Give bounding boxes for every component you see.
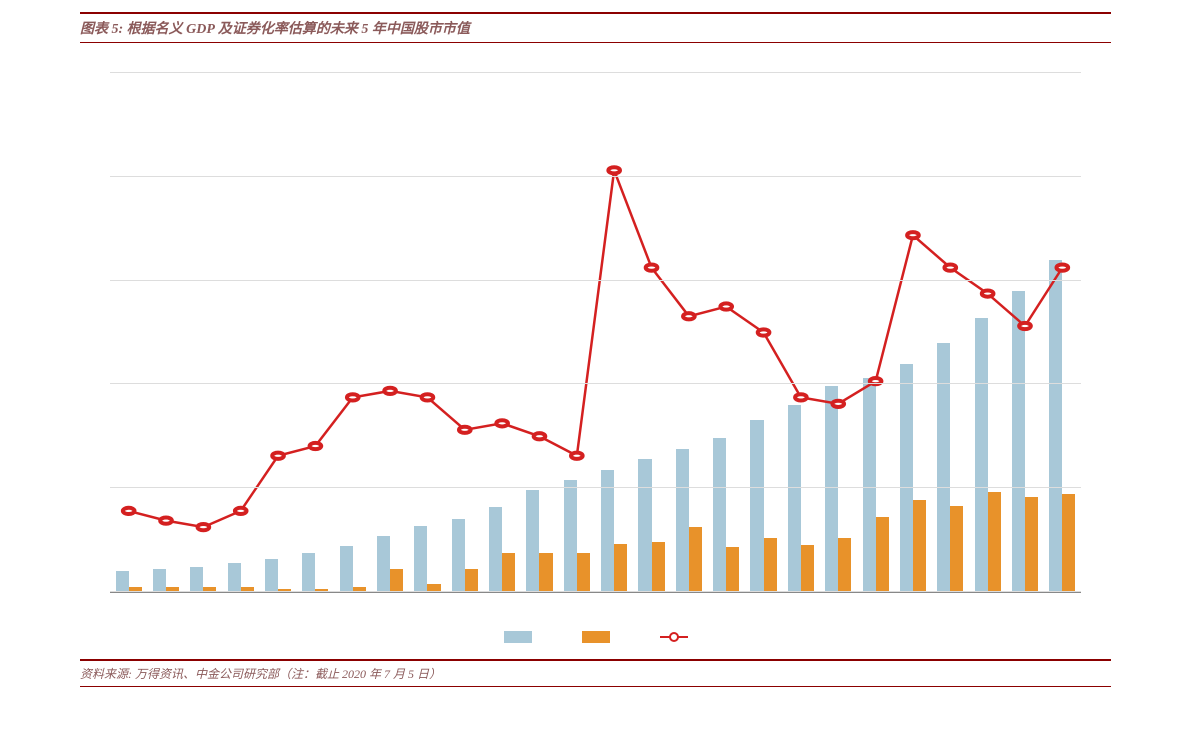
ratio-marker [944,265,956,271]
ratio-line [129,170,1063,527]
ratio-marker [1057,265,1069,271]
ratio-marker [571,453,583,459]
ratio-marker [534,433,546,439]
legend-item-bar2 [582,631,610,643]
chart-area [80,53,1111,653]
gridline [110,487,1081,488]
gridline [110,591,1081,592]
gridline [110,176,1081,177]
ratio-marker [608,167,620,173]
ratio-marker [832,401,844,407]
ratio-marker [496,420,508,426]
ratio-marker [683,313,695,319]
chart-container: 图表 5: 根据名义 GDP 及证券化率估算的未来 5 年中国股市市值 资料来源… [0,0,1191,730]
ratio-marker [459,427,471,433]
legend-swatch-gdp [504,631,532,643]
ratio-marker [198,524,210,530]
ratio-marker [982,290,994,296]
chart-title: 图表 5: 根据名义 GDP 及证券化率估算的未来 5 年中国股市市值 [80,18,1111,38]
ratio-marker [384,388,396,394]
ratio-marker [272,453,284,459]
ratio-marker [720,303,732,309]
legend-item-bar1 [504,631,532,643]
ratio-marker [310,443,322,449]
plot-area [110,73,1081,593]
ratio-marker [422,394,434,400]
ratio-marker [758,329,770,335]
ratio-marker [123,508,135,514]
legend-swatch-marketcap [582,631,610,643]
legend-item-line [660,636,688,638]
gridline [110,72,1081,73]
footer-bar: 资料来源: 万得资讯、中金公司研究部（注：截止 2020 年 7 月 5 日） [80,659,1111,687]
ratio-marker [347,394,359,400]
ratio-marker [1019,323,1031,329]
ratio-marker [235,508,247,514]
legend [80,631,1111,643]
title-bar: 图表 5: 根据名义 GDP 及证券化率估算的未来 5 年中国股市市值 [80,12,1111,43]
ratio-marker [646,265,658,271]
line-layer [110,73,1081,592]
legend-swatch-ratio [660,636,688,638]
gridline [110,280,1081,281]
ratio-marker [795,394,807,400]
ratio-marker [907,232,919,238]
footer-text: 资料来源: 万得资讯、中金公司研究部（注：截止 2020 年 7 月 5 日） [80,665,1111,682]
ratio-marker [160,518,172,524]
gridline [110,383,1081,384]
